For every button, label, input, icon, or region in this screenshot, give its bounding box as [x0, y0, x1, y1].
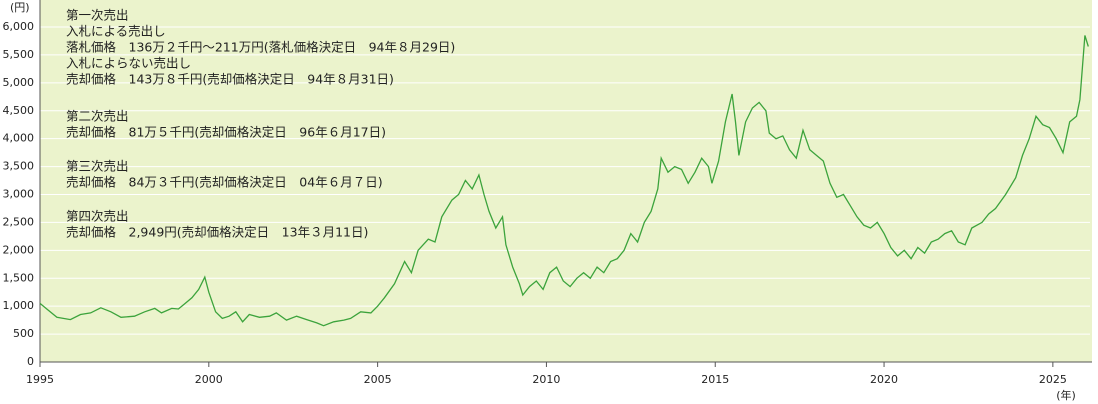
y-tick-label: 3,000 — [3, 188, 35, 201]
annotation: 売却価格 81万５千円(売却価格決定日 96年６月17日) — [66, 125, 386, 140]
x-tick-label: 2015 — [701, 373, 729, 386]
annotation: 入札によらない売出し — [66, 56, 191, 71]
y-tick-label: 1,000 — [3, 299, 35, 312]
y-tick-label: 2,000 — [3, 243, 35, 256]
y-tick-label: 4,000 — [3, 132, 35, 145]
plot-background — [40, 0, 1092, 362]
annotation: 落札価格 136万２千円〜211万円(落札価格決定日 94年８月29日) — [66, 40, 455, 55]
annotation: 売却価格 143万８千円(売却価格決定日 94年８月31日) — [66, 72, 394, 87]
y-unit-label: (円) — [10, 1, 30, 14]
x-tick-label: 2010 — [532, 373, 560, 386]
y-tick-label: 5,500 — [3, 48, 35, 61]
x-tick-label: 1995 — [26, 373, 54, 386]
y-tick-label: 3,500 — [3, 160, 35, 173]
annotation: 第二次売出 — [66, 109, 129, 124]
annotation: 入札による売出し — [66, 24, 166, 39]
annotation: 第四次売出 — [66, 209, 129, 224]
annotation: 売却価格 2,949円(売却価格決定日 13年３月11日) — [66, 225, 368, 240]
x-unit-label: (年) — [1056, 388, 1076, 402]
x-tick-label: 2005 — [364, 373, 392, 386]
annotation: 第一次売出 — [66, 8, 129, 23]
x-tick-label: 2025 — [1039, 373, 1067, 386]
y-tick-label: 5,000 — [3, 76, 35, 89]
y-tick-label: 6,000 — [3, 20, 35, 33]
y-tick-label: 500 — [13, 327, 34, 340]
annotation: 第三次売出 — [66, 159, 129, 174]
y-tick-label: 4,500 — [3, 104, 35, 117]
price-line — [39, 35, 1089, 327]
x-tick-label: 2020 — [870, 373, 898, 386]
y-tick-label: 2,500 — [3, 215, 35, 228]
annotation: 売却価格 84万３千円(売却価格決定日 04年６月７日) — [66, 175, 383, 190]
y-tick-label: 1,500 — [3, 271, 35, 284]
y-tick-label: 0 — [27, 355, 34, 368]
x-tick-label: 2000 — [195, 373, 223, 386]
